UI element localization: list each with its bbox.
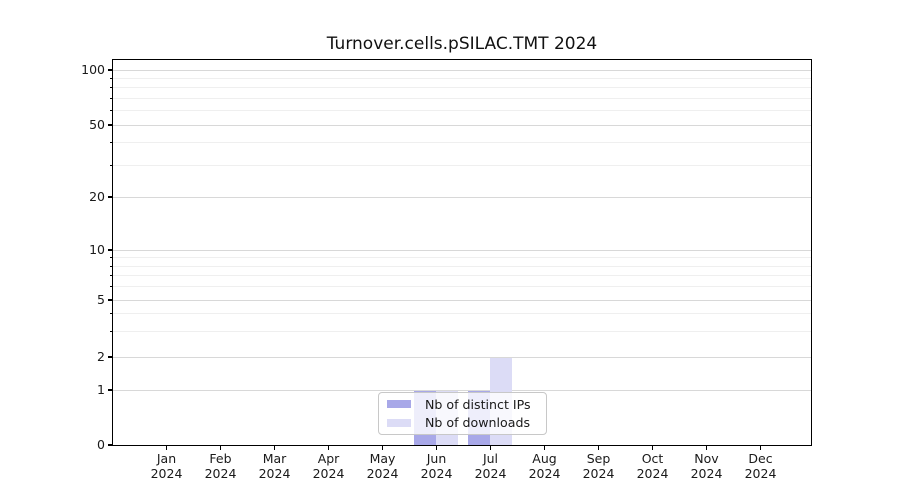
y-tick-mark bbox=[108, 124, 112, 126]
gridline-9 bbox=[113, 257, 811, 259]
x-tick-mark bbox=[273, 446, 276, 450]
plot-grid-and-bars bbox=[113, 60, 811, 445]
y-minor-tick-mark bbox=[109, 286, 112, 288]
y-tick-label-1: 1 bbox=[97, 382, 105, 397]
y-tick-label-0: 0 bbox=[97, 437, 105, 452]
x-tick-label-nov: Nov 2024 bbox=[690, 451, 723, 481]
y-minor-tick-mark bbox=[109, 257, 112, 259]
gridline-7 bbox=[113, 275, 811, 277]
x-tick-mark bbox=[651, 446, 654, 450]
y-tick-label-10: 10 bbox=[89, 242, 105, 257]
x-tick-mark bbox=[165, 446, 168, 450]
gridline-40 bbox=[113, 142, 811, 144]
gridline-2 bbox=[113, 356, 811, 358]
gridline-60 bbox=[113, 110, 811, 112]
y-tick-mark bbox=[108, 299, 112, 301]
x-tick-mark bbox=[381, 446, 384, 450]
gridline-1 bbox=[113, 389, 811, 391]
gridline-10 bbox=[113, 249, 811, 251]
y-tick-label-20: 20 bbox=[89, 189, 105, 204]
legend-swatch-downloads bbox=[387, 418, 411, 427]
y-minor-tick-mark bbox=[109, 142, 112, 144]
x-tick-mark bbox=[705, 446, 708, 450]
gridline-3 bbox=[113, 331, 811, 333]
legend-item-downloads: Nb of downloads bbox=[385, 414, 540, 433]
x-tick-mark bbox=[489, 446, 492, 450]
x-tick-mark bbox=[597, 446, 600, 450]
gridline-8 bbox=[113, 265, 811, 267]
y-minor-tick-mark bbox=[109, 110, 112, 112]
x-tick-label-feb: Feb 2024 bbox=[204, 451, 237, 481]
legend-label: Nb of distinct IPs bbox=[425, 396, 531, 412]
legend-item-distinct-ips: Nb of distinct IPs bbox=[385, 395, 540, 414]
y-minor-tick-mark bbox=[109, 331, 112, 333]
y-minor-tick-mark bbox=[109, 164, 112, 166]
y-tick-label-50: 50 bbox=[89, 117, 105, 132]
legend-swatch-distinct-ips bbox=[387, 400, 411, 409]
gridline-20 bbox=[113, 196, 811, 198]
gridline-90 bbox=[113, 77, 811, 79]
gridline-6 bbox=[113, 286, 811, 288]
y-tick-mark bbox=[108, 196, 112, 198]
x-tick-label-dec: Dec 2024 bbox=[744, 451, 777, 481]
y-minor-tick-mark bbox=[109, 87, 112, 89]
x-tick-label-jul: Jul 2024 bbox=[474, 451, 507, 481]
y-tick-mark bbox=[108, 356, 112, 358]
x-tick-label-may: May 2024 bbox=[366, 451, 399, 481]
x-tick-label-oct: Oct 2024 bbox=[636, 451, 669, 481]
plot-area bbox=[112, 59, 812, 446]
x-tick-mark bbox=[327, 446, 330, 450]
y-tick-label-2: 2 bbox=[97, 349, 105, 364]
chart-title: Turnover.cells.pSILAC.TMT 2024 bbox=[326, 34, 598, 54]
y-tick-mark bbox=[108, 444, 112, 446]
gridline-70 bbox=[113, 97, 811, 99]
gridline-50 bbox=[113, 124, 811, 126]
gridline-5 bbox=[113, 299, 811, 301]
y-minor-tick-mark bbox=[109, 97, 112, 99]
y-tick-mark bbox=[108, 69, 112, 71]
y-minor-tick-mark bbox=[109, 313, 112, 315]
x-tick-mark bbox=[543, 446, 546, 450]
x-tick-label-mar: Mar 2024 bbox=[258, 451, 291, 481]
x-tick-label-jan: Jan 2024 bbox=[150, 451, 183, 481]
y-tick-mark bbox=[108, 249, 112, 251]
x-tick-mark bbox=[759, 446, 762, 450]
y-tick-label-5: 5 bbox=[97, 292, 105, 307]
x-tick-mark bbox=[219, 446, 222, 450]
y-minor-tick-mark bbox=[109, 265, 112, 267]
legend-label: Nb of downloads bbox=[425, 415, 531, 431]
x-tick-label-jun: Jun 2024 bbox=[420, 451, 453, 481]
gridline-100 bbox=[113, 69, 811, 71]
x-tick-label-aug: Aug 2024 bbox=[528, 451, 561, 481]
y-minor-tick-mark bbox=[109, 77, 112, 79]
x-tick-label-sep: Sep 2024 bbox=[582, 451, 615, 481]
y-tick-label-100: 100 bbox=[81, 62, 105, 77]
legend: Nb of distinct IPs Nb of downloads bbox=[378, 392, 547, 435]
gridline-4 bbox=[113, 313, 811, 315]
x-tick-label-apr: Apr 2024 bbox=[312, 451, 345, 481]
gridline-80 bbox=[113, 87, 811, 89]
y-minor-tick-mark bbox=[109, 275, 112, 277]
x-tick-mark bbox=[435, 446, 438, 450]
y-tick-mark bbox=[108, 389, 112, 391]
gridline-30 bbox=[113, 164, 811, 166]
